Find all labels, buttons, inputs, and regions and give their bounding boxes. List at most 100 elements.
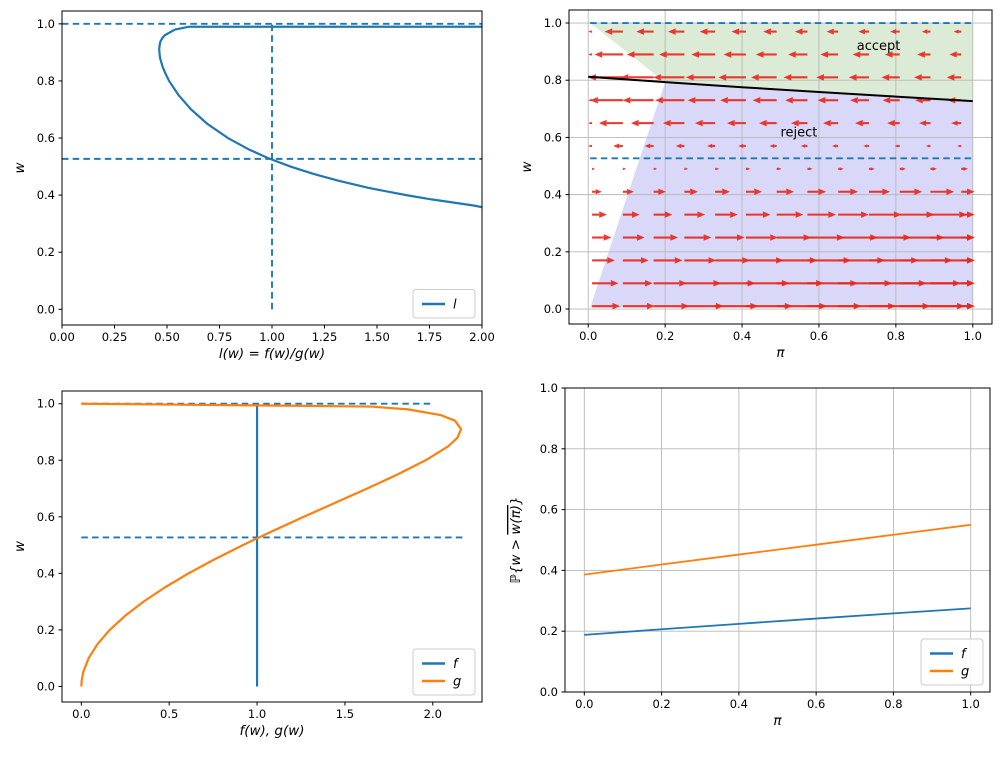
quiver-arrow bbox=[951, 120, 962, 126]
quiver-arrow bbox=[868, 188, 891, 195]
quiver-arrow bbox=[953, 29, 962, 34]
arrow-head bbox=[855, 119, 863, 127]
arrow-head bbox=[785, 97, 793, 104]
quiver-arrow bbox=[626, 51, 654, 58]
arrow-head bbox=[754, 188, 762, 195]
arrow-head bbox=[800, 144, 806, 148]
y-tick-label: 0.8 bbox=[37, 74, 55, 88]
quiver-arrow bbox=[655, 97, 685, 104]
quiver-arrow bbox=[715, 188, 730, 195]
x-tick-label: 0.0 bbox=[575, 697, 593, 711]
quiver-arrow bbox=[745, 188, 762, 195]
quiver-arrow bbox=[653, 234, 679, 241]
x-tick-label: 0.0 bbox=[579, 329, 597, 343]
arrow-head bbox=[623, 167, 626, 171]
quiver-arrow bbox=[594, 51, 623, 58]
series-g-line bbox=[80, 402, 463, 687]
arrow-head bbox=[963, 166, 969, 171]
quiver-arrow bbox=[622, 167, 626, 171]
legend: fg bbox=[412, 648, 476, 696]
quiver-arrow bbox=[592, 211, 607, 218]
quiver-arrow bbox=[592, 257, 615, 264]
y-tick-label: 0.4 bbox=[37, 188, 55, 202]
quiver-arrow bbox=[653, 280, 687, 287]
arrow-head bbox=[588, 121, 592, 125]
quiver-arrow bbox=[925, 144, 931, 148]
plot-area bbox=[569, 10, 992, 324]
quiver-arrow bbox=[675, 143, 685, 149]
quiver-arrow bbox=[588, 121, 593, 125]
arrow-head bbox=[588, 144, 592, 148]
panel-bottom-left: 0.0 0.5 1.0 1.5 2.0 0.0 0.2 0.4 0.6 0.8 1.0 f(w), g… bbox=[12, 390, 483, 739]
quiver-arrow bbox=[832, 144, 839, 148]
arrow-head bbox=[882, 188, 891, 195]
arrow-head bbox=[848, 74, 857, 81]
arrow-head bbox=[778, 167, 782, 171]
quiver-arrow bbox=[653, 74, 685, 81]
y-axis-label: w bbox=[12, 540, 28, 552]
arrow-head bbox=[662, 119, 671, 127]
x-tick-label: 2.0 bbox=[424, 707, 442, 721]
arrow-head bbox=[828, 211, 837, 218]
y-axis-label: w bbox=[519, 161, 535, 173]
arrow-head bbox=[718, 74, 727, 81]
arrow-head bbox=[791, 119, 799, 127]
arrow-head bbox=[858, 28, 865, 35]
x-tick-label: 1.75 bbox=[417, 330, 443, 344]
quiver-arrow bbox=[783, 74, 808, 81]
quiver-arrow bbox=[752, 97, 777, 104]
arrow-head bbox=[762, 211, 771, 218]
y-tick-label: 0.6 bbox=[37, 510, 55, 524]
arrow-head bbox=[590, 97, 598, 104]
x-axis-label: π bbox=[773, 713, 782, 729]
arrow-head bbox=[694, 119, 703, 127]
legend-box bbox=[412, 648, 476, 696]
x-tick-label: 0.2 bbox=[652, 697, 670, 711]
arrow-head bbox=[893, 211, 902, 218]
quiver-arrow bbox=[769, 144, 777, 148]
arrow-head bbox=[659, 51, 667, 58]
quiver-arrow bbox=[949, 51, 962, 58]
quiver-arrow bbox=[622, 280, 653, 287]
y-tick-label: 0.8 bbox=[37, 453, 55, 467]
arrow-head bbox=[901, 167, 906, 171]
y-tick-label: 1.0 bbox=[540, 381, 558, 395]
arrow-head bbox=[645, 280, 653, 287]
arrow-head bbox=[599, 211, 607, 218]
quiver-arrow bbox=[592, 302, 621, 310]
quiver-arrow bbox=[715, 211, 738, 218]
arrow-head bbox=[697, 211, 706, 218]
x-tick-label: 0.75 bbox=[207, 330, 233, 344]
arrow-head bbox=[826, 28, 834, 35]
x-tick-label: 1.00 bbox=[259, 330, 285, 344]
quiver-arrow bbox=[707, 143, 716, 149]
arrow-head bbox=[668, 28, 676, 35]
arrow-head bbox=[654, 167, 658, 171]
x-tick-label: 1.0 bbox=[962, 697, 980, 711]
arrow-head bbox=[949, 51, 957, 58]
legend-label-f: f bbox=[453, 657, 460, 672]
arrow-head bbox=[730, 211, 738, 218]
quiver-arrow bbox=[684, 234, 712, 241]
arrow-head bbox=[731, 28, 740, 35]
quiver-arrow bbox=[604, 28, 623, 35]
arrow-head bbox=[685, 167, 689, 171]
quiver-arrow bbox=[800, 144, 808, 148]
y-tick-label: 0.0 bbox=[37, 679, 55, 693]
arrow-head bbox=[653, 74, 661, 81]
quiver-arrow bbox=[598, 119, 623, 127]
quiver-arrow bbox=[850, 97, 869, 104]
arrow-head bbox=[951, 120, 958, 126]
y-tick-label: 0.6 bbox=[544, 130, 562, 144]
quiver-arrow bbox=[687, 97, 716, 104]
quiver-arrow bbox=[917, 51, 931, 58]
x-tick-label: 0.6 bbox=[807, 697, 825, 711]
arrow-head bbox=[627, 188, 634, 195]
quiver-arrow bbox=[592, 280, 619, 287]
arrow-head bbox=[786, 188, 794, 195]
x-axis-label: l(w) = f(w)/g(w) bbox=[219, 346, 325, 362]
quiver-arrow bbox=[807, 167, 813, 171]
arrow-head bbox=[894, 144, 899, 148]
quiver-arrow bbox=[718, 74, 746, 81]
